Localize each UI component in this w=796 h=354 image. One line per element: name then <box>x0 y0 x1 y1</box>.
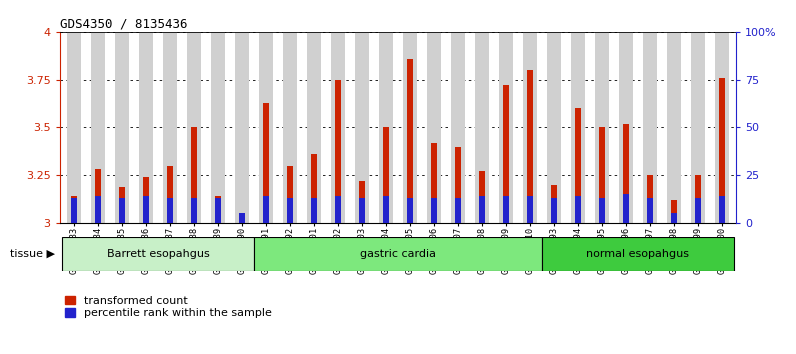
Bar <box>695 175 700 223</box>
Bar <box>599 198 605 223</box>
Bar <box>384 127 388 223</box>
Bar <box>503 196 509 223</box>
Bar <box>576 196 580 223</box>
Bar <box>68 32 80 223</box>
Bar <box>143 196 149 223</box>
Bar <box>431 143 437 223</box>
Bar <box>671 200 677 223</box>
Bar <box>671 213 677 223</box>
Bar <box>542 237 734 271</box>
Bar <box>335 196 341 223</box>
Bar <box>143 177 149 223</box>
Bar <box>263 196 269 223</box>
Bar <box>475 32 489 223</box>
Text: GDS4350 / 8135436: GDS4350 / 8135436 <box>60 18 187 31</box>
Bar <box>427 32 441 223</box>
Bar <box>720 78 724 223</box>
Bar <box>408 198 412 223</box>
Bar <box>552 185 556 223</box>
Bar <box>404 32 416 223</box>
Bar <box>240 213 244 223</box>
Bar <box>62 237 254 271</box>
Bar <box>523 32 537 223</box>
Bar <box>455 147 461 223</box>
Bar <box>92 32 105 223</box>
Bar <box>96 196 101 223</box>
Bar <box>455 198 461 223</box>
Bar <box>311 154 317 223</box>
Bar <box>667 32 681 223</box>
Bar <box>431 198 437 223</box>
Bar <box>331 32 345 223</box>
Bar <box>335 80 341 223</box>
Bar <box>691 32 704 223</box>
Bar <box>119 187 125 223</box>
Bar <box>119 198 125 223</box>
Bar <box>499 32 513 223</box>
Bar <box>355 32 369 223</box>
Bar <box>695 198 700 223</box>
Bar <box>647 198 653 223</box>
Bar <box>408 59 412 223</box>
Bar <box>259 32 273 223</box>
Bar <box>451 32 465 223</box>
Bar <box>527 196 533 223</box>
Bar <box>619 32 633 223</box>
Bar <box>623 124 629 223</box>
Bar <box>216 196 220 223</box>
Bar <box>359 181 365 223</box>
Bar <box>479 171 485 223</box>
Bar <box>96 170 101 223</box>
Text: gastric cardia: gastric cardia <box>360 249 436 259</box>
Bar <box>720 196 724 223</box>
Bar <box>503 85 509 223</box>
Bar <box>287 166 293 223</box>
Bar <box>254 237 542 271</box>
Legend: transformed count, percentile rank within the sample: transformed count, percentile rank withi… <box>65 296 272 318</box>
Bar <box>716 32 728 223</box>
Bar <box>163 32 177 223</box>
Bar <box>576 108 580 223</box>
Bar <box>595 32 608 223</box>
Bar <box>191 127 197 223</box>
Bar <box>167 166 173 223</box>
Bar <box>212 32 224 223</box>
Bar <box>216 198 220 223</box>
Bar <box>552 198 556 223</box>
Bar <box>307 32 321 223</box>
Bar <box>188 32 201 223</box>
Bar <box>191 198 197 223</box>
Bar <box>380 32 392 223</box>
Text: Barrett esopahgus: Barrett esopahgus <box>107 249 209 259</box>
Bar <box>527 70 533 223</box>
Bar <box>623 194 629 223</box>
Bar <box>115 32 129 223</box>
Text: tissue ▶: tissue ▶ <box>10 249 55 259</box>
Bar <box>599 127 605 223</box>
Text: normal esopahgus: normal esopahgus <box>587 249 689 259</box>
Bar <box>72 198 76 223</box>
Bar <box>72 196 76 223</box>
Bar <box>139 32 153 223</box>
Bar <box>236 32 248 223</box>
Bar <box>643 32 657 223</box>
Bar <box>263 103 269 223</box>
Bar <box>283 32 297 223</box>
Bar <box>479 196 485 223</box>
Bar <box>548 32 560 223</box>
Bar <box>572 32 584 223</box>
Bar <box>287 198 293 223</box>
Bar <box>384 196 388 223</box>
Bar <box>647 175 653 223</box>
Bar <box>359 198 365 223</box>
Bar <box>311 198 317 223</box>
Bar <box>167 198 173 223</box>
Bar <box>240 219 244 223</box>
